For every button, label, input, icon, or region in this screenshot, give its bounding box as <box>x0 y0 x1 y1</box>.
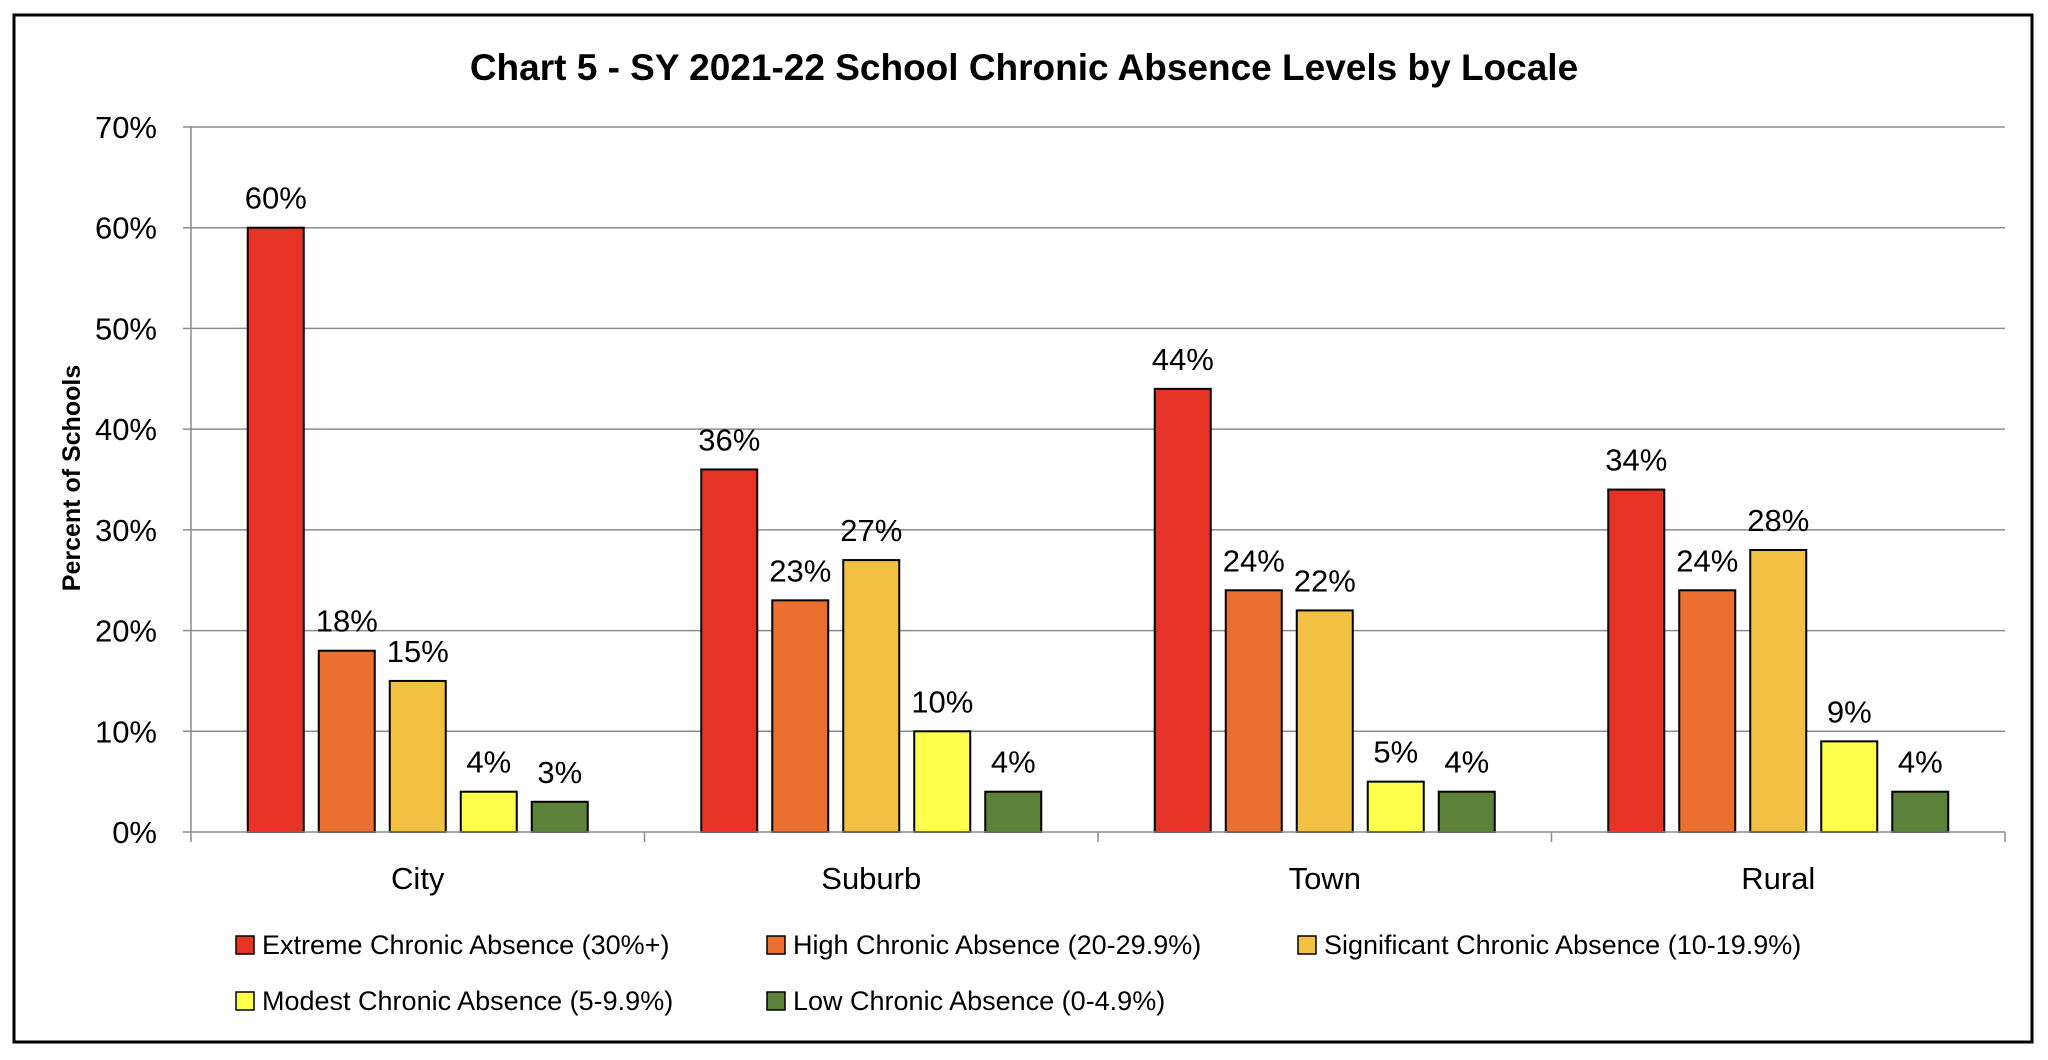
data-label: 44% <box>1152 342 1214 377</box>
legend-swatch <box>235 935 255 955</box>
y-tick-label: 20% <box>95 614 157 649</box>
y-tick-label: 0% <box>112 815 157 850</box>
bar <box>700 468 759 833</box>
y-axis-label: Percent of Schools <box>58 365 86 591</box>
data-label: 60% <box>245 181 307 216</box>
legend-label: Extreme Chronic Absence (30%+) <box>262 930 669 960</box>
data-label: 24% <box>1676 543 1738 578</box>
bar <box>246 226 305 833</box>
x-tick-label: Town <box>1289 861 1361 896</box>
data-labels: 60% 18% 15% 4% 3% 36% 23% 27% 10% 4% 44% 24% 22% 5% 4%… <box>245 181 1943 790</box>
bar <box>1891 790 1950 834</box>
bar <box>1295 609 1354 834</box>
data-label: 10% <box>911 684 973 719</box>
legend-swatch <box>766 991 786 1011</box>
data-label: 4% <box>466 745 511 780</box>
bar <box>530 800 589 833</box>
chart-border <box>12 13 2034 1044</box>
legend-label: Significant Chronic Absence (10-19.9%) <box>1324 930 1801 960</box>
bar <box>842 559 901 833</box>
data-label: 4% <box>1898 745 1943 780</box>
y-tick-label: 50% <box>95 311 157 346</box>
y-tick-label: 60% <box>95 211 157 246</box>
bar <box>459 790 518 834</box>
x-tick-label: Suburb <box>821 861 921 896</box>
data-label: 15% <box>387 634 449 669</box>
y-tick-label: 30% <box>95 513 157 548</box>
gridlines <box>191 126 2005 733</box>
legend-swatch <box>1297 935 1317 955</box>
chart-title: Chart 5 - SY 2021-22 School Chronic Abse… <box>470 47 1578 88</box>
bar <box>1224 589 1283 833</box>
legend-label: Low Chronic Absence (0-4.9%) <box>793 986 1165 1016</box>
y-tick-label: 40% <box>95 412 157 447</box>
data-label: 4% <box>991 745 1036 780</box>
bar <box>1153 387 1212 833</box>
legend: Extreme Chronic Absence (30%+) High Chron… <box>235 930 1801 1016</box>
data-label: 28% <box>1747 503 1809 538</box>
legend-swatch <box>235 991 255 1011</box>
bar <box>1749 549 1808 833</box>
data-label: 18% <box>316 604 378 639</box>
legend-swatch <box>766 935 786 955</box>
legend-label: Modest Chronic Absence (5-9.9%) <box>262 986 673 1016</box>
data-label: 34% <box>1605 443 1667 478</box>
data-label: 36% <box>698 422 760 457</box>
data-label: 9% <box>1827 694 1872 729</box>
y-tick-label: 10% <box>95 714 157 749</box>
x-axis: City Suburb Town Rural <box>190 127 2006 896</box>
data-label: 4% <box>1444 745 1489 780</box>
bar <box>984 790 1043 834</box>
bar <box>913 730 972 833</box>
bar <box>317 649 376 834</box>
bar <box>771 599 830 833</box>
data-label: 22% <box>1294 563 1356 598</box>
bar <box>1437 790 1496 834</box>
data-label: 5% <box>1373 735 1418 770</box>
bar <box>1607 488 1666 833</box>
x-tick-label: Rural <box>1741 861 1815 896</box>
bar <box>1820 740 1879 833</box>
bar <box>388 679 447 834</box>
legend-label: High Chronic Absence (20-29.9%) <box>793 930 1201 960</box>
bar <box>1678 589 1737 833</box>
bar <box>1366 780 1425 834</box>
data-label: 3% <box>537 755 582 790</box>
y-axis-ticks: 0% 10% 20% 30% 40% 50% 60% 70% <box>95 110 191 850</box>
data-label: 24% <box>1223 543 1285 578</box>
bars <box>246 226 1950 834</box>
y-tick-label: 70% <box>95 110 157 145</box>
x-tick-label: City <box>391 861 445 896</box>
data-label: 23% <box>769 553 831 588</box>
data-label: 27% <box>840 513 902 548</box>
